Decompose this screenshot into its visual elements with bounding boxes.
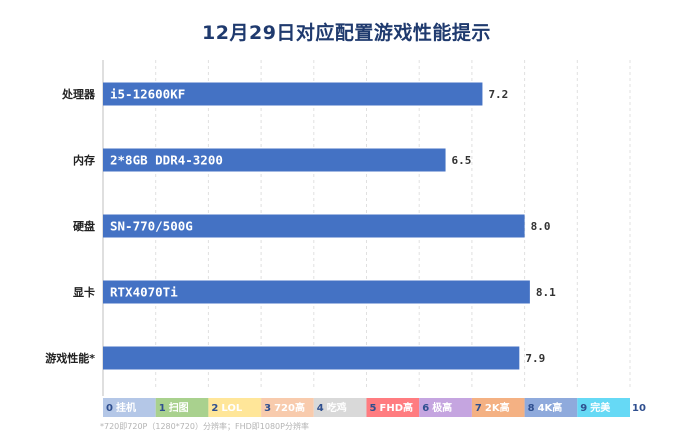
- scale-segment: [524, 398, 578, 417]
- scale-segment: [366, 398, 420, 417]
- scale-end-label: 10: [632, 403, 646, 414]
- bar-text: 2*8GB DDR4-3200: [110, 153, 223, 168]
- scale-number: 1: [159, 403, 166, 414]
- scale-label: 极高: [432, 401, 452, 414]
- bar: [103, 280, 530, 304]
- scale-label: 吃鸡: [327, 401, 347, 414]
- scale-segment: [103, 398, 156, 417]
- scale-label: 4K高: [538, 401, 563, 414]
- value-label: 8.0: [531, 220, 551, 233]
- bar: [103, 148, 446, 172]
- bar: [103, 346, 520, 370]
- scale-segment: [471, 398, 525, 417]
- scale-label: 720高: [274, 401, 305, 414]
- scale-number: 0: [106, 403, 113, 414]
- scale-number: 6: [422, 403, 429, 414]
- scale-label: 挂机: [116, 401, 136, 414]
- bar: [103, 82, 483, 106]
- scale-legend: 0 挂机 1 扫图 2 LOL 3 720高 4 吃鸡 5 FHD高 6 极高 7 2K高 8 4K高 9 完美 10: [103, 398, 646, 417]
- bar-text: RTX4070Ti: [110, 285, 178, 300]
- scale-number: 7: [475, 403, 482, 414]
- scale-segment: [261, 398, 314, 417]
- value-label: 8.1: [536, 286, 556, 299]
- category-label: 硬盘: [73, 219, 95, 233]
- bar-text: SN-770/500G: [110, 219, 193, 234]
- category-label: 显卡: [73, 285, 95, 299]
- footnote: *720即720P（1280*720）分辨率；FHD即1080P分辨率: [100, 422, 309, 431]
- scale-number: 4: [317, 403, 324, 414]
- scale-number: 5: [370, 403, 377, 414]
- category-label: 游戏性能*: [45, 351, 95, 365]
- scale-label: 2K高: [485, 401, 510, 414]
- scale-label: LOL: [221, 403, 243, 414]
- scale-number: 2: [211, 403, 218, 414]
- bar: [103, 214, 525, 238]
- scale-number: 9: [580, 403, 587, 414]
- value-label: 7.9: [525, 352, 545, 365]
- scale-segment: [577, 398, 630, 417]
- chart-title: 12月29日对应配置游戏性能提示: [202, 22, 491, 44]
- category-label: 内存: [73, 153, 95, 167]
- value-label: 7.2: [488, 88, 508, 101]
- scale-segment: [313, 398, 367, 417]
- scale-segment: [155, 398, 209, 417]
- scale-label: 扫图: [169, 401, 189, 414]
- scale-number: 3: [264, 403, 271, 414]
- bar-text: i5-12600KF: [110, 87, 185, 102]
- scale-number: 8: [528, 403, 535, 414]
- scale-label: 完美: [590, 401, 611, 414]
- category-label: 处理器: [61, 87, 96, 101]
- scale-segment: [419, 398, 472, 417]
- bars: 处理器 i5-12600KF 7.2 内存 2*8GB DDR4-3200 6.5 硬盘 SN…: [45, 82, 556, 370]
- scale-segment: [208, 398, 262, 417]
- scale-label: FHD高: [380, 401, 414, 414]
- value-label: 6.5: [452, 154, 472, 167]
